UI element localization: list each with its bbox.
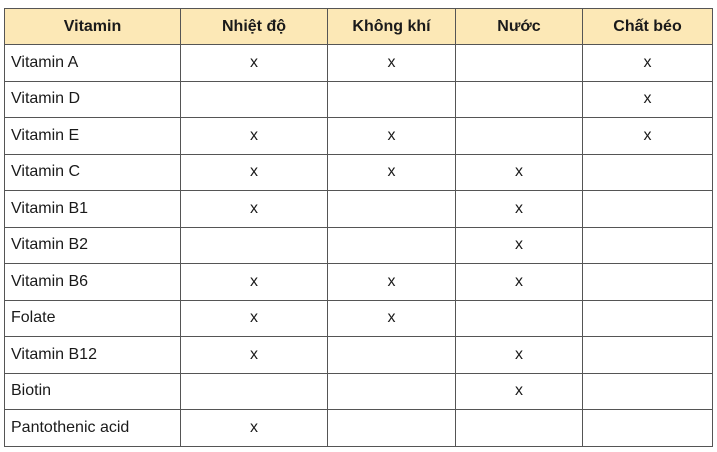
mark-cell: x — [455, 153, 583, 191]
mark-cell — [455, 117, 583, 155]
mark-cell — [180, 226, 328, 264]
mark-cell — [582, 299, 713, 337]
mark-cell: x — [455, 336, 583, 374]
vitamin-name-cell: Pantothenic acid — [4, 409, 181, 447]
mark-cell: x — [455, 226, 583, 264]
table-row: Vitamin B1 x x — [4, 190, 713, 228]
column-header: Chất béo — [582, 8, 713, 45]
vitamin-name-cell: Vitamin B2 — [4, 226, 181, 264]
mark-cell — [582, 263, 713, 301]
mark-cell: x — [180, 117, 328, 155]
mark-cell — [180, 80, 328, 118]
mark-cell — [455, 299, 583, 337]
table-row: Pantothenic acid x — [4, 409, 713, 447]
mark-cell: x — [582, 44, 713, 82]
mark-cell — [455, 80, 583, 118]
vitamin-name-cell: Vitamin C — [4, 153, 181, 191]
mark-cell: x — [327, 299, 456, 337]
mark-cell: x — [582, 80, 713, 118]
vitamin-name-cell: Vitamin B6 — [4, 263, 181, 301]
mark-cell: x — [455, 190, 583, 228]
mark-cell: x — [455, 372, 583, 410]
vitamin-name-cell: Vitamin A — [4, 44, 181, 82]
mark-cell — [327, 409, 456, 447]
mark-cell: x — [327, 263, 456, 301]
mark-cell: x — [327, 44, 456, 82]
mark-cell: x — [180, 263, 328, 301]
vitamin-name-cell: Vitamin B12 — [4, 336, 181, 374]
mark-cell — [455, 409, 583, 447]
mark-cell: x — [180, 153, 328, 191]
mark-cell — [582, 190, 713, 228]
vitamin-name-cell: Biotin — [4, 372, 181, 410]
mark-cell — [327, 372, 456, 410]
header-row: Vitamin Nhiệt độ Không khí Nước Chất béo — [4, 8, 713, 45]
column-header: Vitamin — [4, 8, 181, 45]
vitamin-name-cell: Folate — [4, 299, 181, 337]
mark-cell — [582, 153, 713, 191]
mark-cell — [582, 336, 713, 374]
mark-cell: x — [180, 299, 328, 337]
mark-cell — [327, 190, 456, 228]
mark-cell: x — [180, 409, 328, 447]
mark-cell: x — [180, 44, 328, 82]
table-row: Vitamin B12 x x — [4, 336, 713, 374]
mark-cell — [327, 226, 456, 264]
column-header: Nước — [455, 8, 583, 45]
table-row: Folate x x — [4, 299, 713, 337]
mark-cell — [327, 80, 456, 118]
table-row: Vitamin B2 x — [4, 226, 713, 264]
mark-cell: x — [327, 117, 456, 155]
mark-cell: x — [327, 153, 456, 191]
table-row: Vitamin D x — [4, 80, 713, 118]
mark-cell — [582, 372, 713, 410]
column-header: Nhiệt độ — [180, 8, 328, 45]
column-header: Không khí — [327, 8, 456, 45]
vitamin-name-cell: Vitamin D — [4, 80, 181, 118]
mark-cell — [582, 409, 713, 447]
mark-cell — [180, 372, 328, 410]
mark-cell: x — [180, 336, 328, 374]
mark-cell — [582, 226, 713, 264]
table-row: Vitamin B6 x x x — [4, 263, 713, 301]
mark-cell: x — [582, 117, 713, 155]
vitamin-name-cell: Vitamin B1 — [4, 190, 181, 228]
table-row: Biotin x — [4, 372, 713, 410]
vitamin-sensitivity-table: Vitamin Nhiệt độ Không khí Nước Chất béo Vit… — [4, 8, 713, 447]
mark-cell — [327, 336, 456, 374]
vitamin-name-cell: Vitamin E — [4, 117, 181, 155]
mark-cell: x — [180, 190, 328, 228]
mark-cell — [455, 44, 583, 82]
mark-cell: x — [455, 263, 583, 301]
